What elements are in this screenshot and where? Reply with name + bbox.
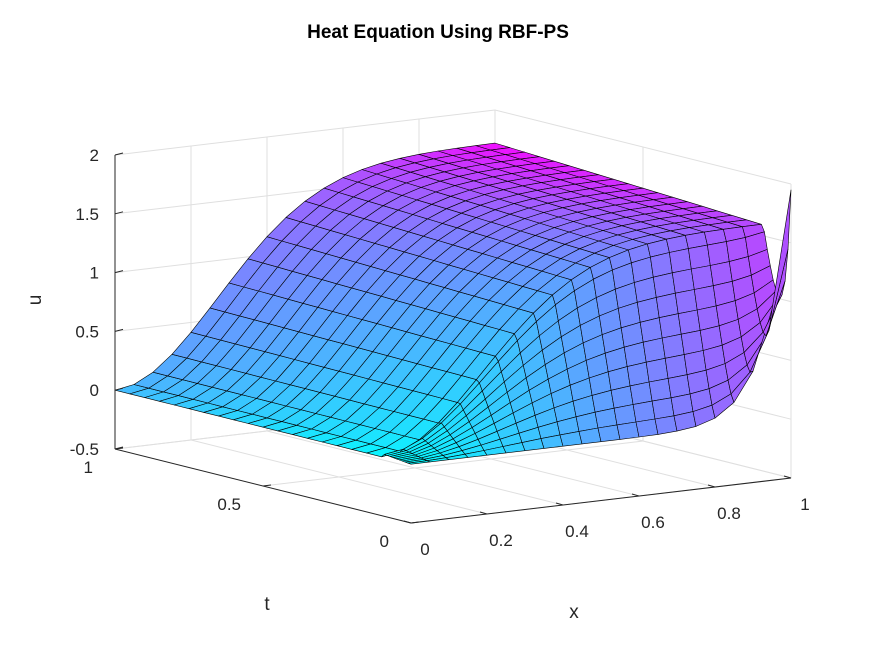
u-tick-label: 0.5	[75, 322, 99, 341]
x-tick-label: 0.2	[489, 531, 513, 550]
surface-patch	[658, 313, 682, 339]
t-axis-label: t	[264, 594, 270, 615]
x-tick-label: 0.4	[565, 522, 589, 541]
chart-title: Heat Equation Using RBF-PS	[307, 22, 569, 43]
surface-patch	[768, 189, 792, 331]
u-tick-label: 1	[90, 264, 99, 283]
x-tick-label: 0.8	[717, 504, 741, 523]
u-tick	[114, 387, 124, 391]
surface-patch	[626, 361, 650, 387]
u-tick	[114, 211, 124, 215]
surface-patch	[707, 241, 730, 266]
surface-patch	[651, 397, 675, 420]
surface-patch	[629, 381, 653, 405]
u-tick	[114, 328, 124, 332]
u-tick	[114, 152, 124, 156]
x-tick	[555, 502, 564, 506]
surface	[114, 142, 792, 465]
u-tick-label: 0	[90, 381, 99, 400]
x-axis-label: x	[569, 602, 579, 623]
u-tick-label: 1.5	[75, 205, 99, 224]
t-tick-label: 1	[84, 458, 93, 477]
u-tick-label: 2	[90, 146, 99, 165]
x-axis-line	[410, 477, 792, 524]
x-tick	[479, 511, 488, 515]
surface-patch	[635, 418, 659, 438]
surface-patch	[648, 378, 672, 402]
surface-patch	[616, 421, 640, 440]
surface-patch	[655, 292, 679, 319]
x-tick-label: 0	[420, 540, 429, 559]
t-tick	[114, 447, 124, 450]
u-tick	[114, 270, 124, 274]
surface-patch	[597, 424, 621, 443]
surface-patch	[664, 354, 688, 379]
u-axis-label: u	[25, 295, 46, 306]
surface-patch	[669, 248, 692, 274]
x-tick	[631, 493, 640, 497]
t-tick	[262, 484, 272, 487]
t-tick	[410, 521, 420, 524]
surface-patch	[661, 333, 685, 359]
surface-patch	[632, 400, 656, 423]
surface-patch	[671, 268, 695, 294]
x-tick-label: 0.6	[641, 513, 665, 532]
t-tick-label: 0	[380, 532, 389, 551]
surface-patch	[654, 415, 678, 435]
surface-patch	[690, 265, 714, 290]
surface-patch	[613, 404, 637, 426]
surface-patch	[677, 309, 701, 335]
x-tick-label: 1	[800, 495, 809, 514]
surface-patch	[642, 337, 666, 363]
t-tick-label: 0.5	[217, 495, 241, 514]
surface-patch	[645, 357, 669, 383]
x-tick	[403, 520, 412, 524]
u-tick-label: -0.5	[70, 440, 99, 459]
axis-ticks: -0.5 0 0.5 1 1.5 2 0 0.2 0.4 0.6 0.8 1 0 0.5 1	[70, 146, 810, 559]
surface-patch	[688, 244, 711, 270]
x-tick	[783, 475, 792, 479]
surface-patch	[674, 289, 698, 315]
x-tick	[707, 484, 716, 488]
